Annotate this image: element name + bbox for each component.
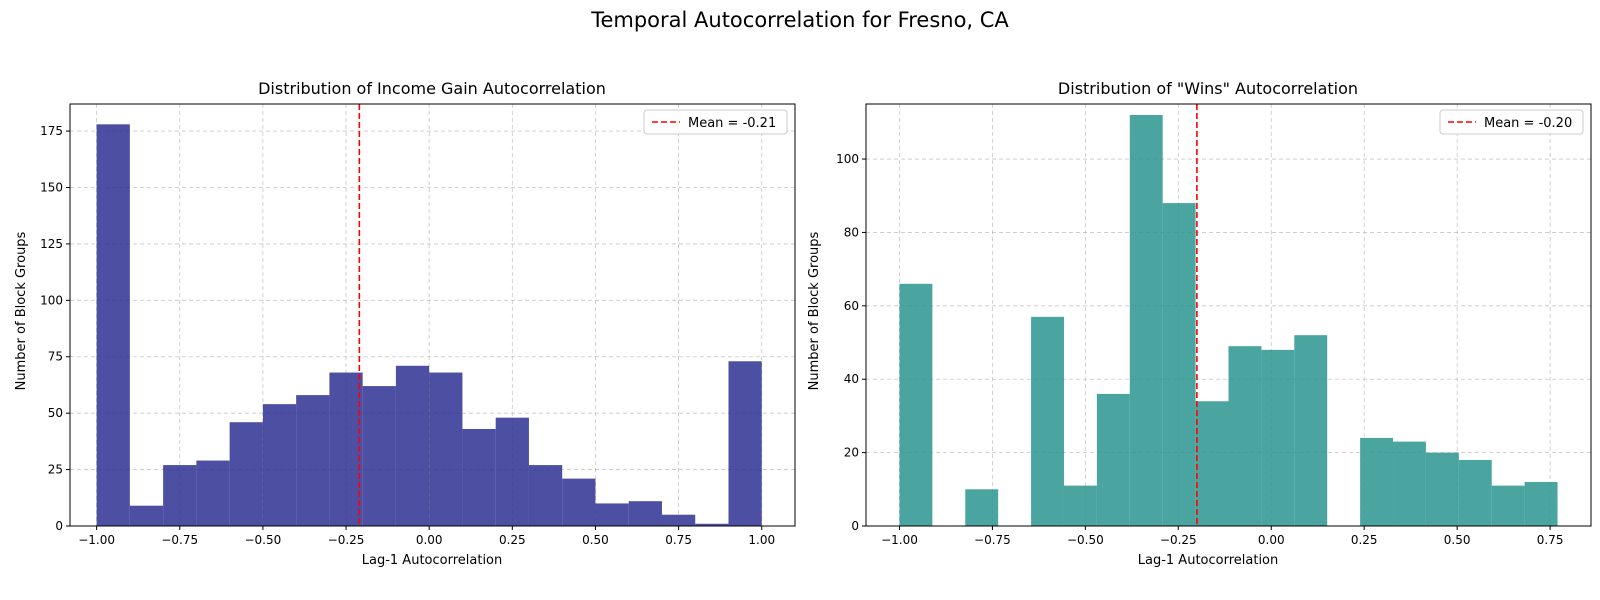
x-tick-label: 0.50 <box>582 533 609 547</box>
y-tick-label: 150 <box>40 180 63 194</box>
x-tick-label: −0.75 <box>161 533 198 547</box>
histogram-bar <box>1129 115 1163 526</box>
x-tick-label: 1.00 <box>748 533 775 547</box>
histogram-bar <box>196 460 230 526</box>
histogram-bar <box>661 514 696 526</box>
x-tick-label: 0.00 <box>416 533 443 547</box>
income-gain-panel: Distribution of Income Gain Autocorrelat… <box>14 79 796 568</box>
histogram-bar <box>395 365 430 526</box>
x-tick-label: 0.00 <box>1258 533 1285 547</box>
legend: Mean = -0.20 <box>1439 109 1584 135</box>
histogram-bar <box>1425 452 1459 526</box>
legend-label: Mean = -0.20 <box>1484 116 1572 131</box>
histogram-bar <box>462 428 496 526</box>
legend-label: Mean = -0.21 <box>688 116 776 131</box>
histogram-bar <box>1524 481 1558 526</box>
x-axis-label: Lag-1 Autocorrelation <box>1138 553 1279 568</box>
x-tick-label: 0.75 <box>1537 533 1564 547</box>
histogram-bar <box>362 386 396 526</box>
histogram-bar <box>528 465 563 526</box>
y-tick-label: 50 <box>48 406 63 420</box>
y-tick-label: 125 <box>40 237 63 251</box>
x-tick-label: −1.00 <box>78 533 115 547</box>
histogram-bar <box>728 361 762 526</box>
histogram-bar <box>1195 401 1229 526</box>
histogram-bar <box>429 372 463 526</box>
y-axis-label: Number of Block Groups <box>14 231 29 390</box>
histogram-bar <box>1063 485 1097 526</box>
histogram-bar <box>495 417 529 526</box>
y-tick-label: 175 <box>40 124 63 138</box>
histogram-bar <box>129 505 164 526</box>
axes-frame <box>865 103 1592 527</box>
x-tick-label: −0.75 <box>974 533 1011 547</box>
y-tick-label: 40 <box>844 372 859 386</box>
histogram-bar <box>1393 441 1426 526</box>
x-tick-label: 0.75 <box>665 533 692 547</box>
histogram-bar <box>595 503 629 526</box>
histogram-bar <box>1261 349 1295 526</box>
x-tick-label: 0.25 <box>1351 533 1378 547</box>
x-tick-label: 0.50 <box>1444 533 1471 547</box>
y-axis-label: Number of Block Groups <box>807 231 822 390</box>
histogram-bar <box>1031 316 1064 526</box>
histogram-bar <box>329 372 363 526</box>
histogram-bar <box>1491 485 1525 526</box>
x-tick-label: −0.50 <box>1067 533 1104 547</box>
y-tick-label: 100 <box>40 293 63 307</box>
histogram-bar <box>229 422 263 526</box>
histogram-bar <box>1096 393 1130 526</box>
histogram-bar <box>1458 459 1492 526</box>
histogram-bar <box>1162 203 1196 527</box>
y-tick-label: 100 <box>836 152 859 166</box>
histogram-bar <box>296 395 330 526</box>
histogram-bars <box>96 124 762 527</box>
panel-title: Distribution of "Wins" Autocorrelation <box>1058 79 1358 98</box>
histogram-bar <box>163 465 197 526</box>
legend-box <box>1439 109 1584 135</box>
x-tick-label: −0.50 <box>244 533 281 547</box>
axes-frame <box>69 103 796 527</box>
histogram-bar <box>899 283 933 526</box>
panel-title: Distribution of Income Gain Autocorrelat… <box>258 79 606 98</box>
histogram-bar <box>562 478 596 526</box>
histogram-bar <box>1228 346 1262 526</box>
x-tick-label: −1.00 <box>881 533 918 547</box>
wins-panel: Distribution of "Wins" Autocorrelation L… <box>807 79 1592 568</box>
y-tick-label: 80 <box>844 225 859 239</box>
histogram-bar <box>1360 437 1394 526</box>
y-tick-label: 0 <box>55 519 63 533</box>
histogram-bar <box>1294 335 1328 526</box>
histogram-bar <box>965 489 999 526</box>
x-axis-label: Lag-1 Autocorrelation <box>362 553 503 568</box>
legend-box <box>643 109 788 135</box>
x-tick-label: 0.25 <box>499 533 526 547</box>
y-tick-label: 0 <box>851 519 859 533</box>
histogram-bars <box>899 115 1558 527</box>
x-tick-label: −0.25 <box>1160 533 1197 547</box>
y-tick-label: 20 <box>844 446 859 460</box>
histogram-bar <box>96 124 130 527</box>
histogram-bar <box>695 523 729 526</box>
legend: Mean = -0.21 <box>643 109 788 135</box>
histogram-bar <box>262 404 297 526</box>
figure-title: Temporal Autocorrelation for Fresno, CA <box>590 8 1009 32</box>
y-tick-label: 25 <box>48 463 63 477</box>
y-tick-label: 75 <box>48 350 63 364</box>
histogram-bar <box>628 501 662 526</box>
x-tick-label: −0.25 <box>328 533 365 547</box>
y-tick-label: 60 <box>844 299 859 313</box>
